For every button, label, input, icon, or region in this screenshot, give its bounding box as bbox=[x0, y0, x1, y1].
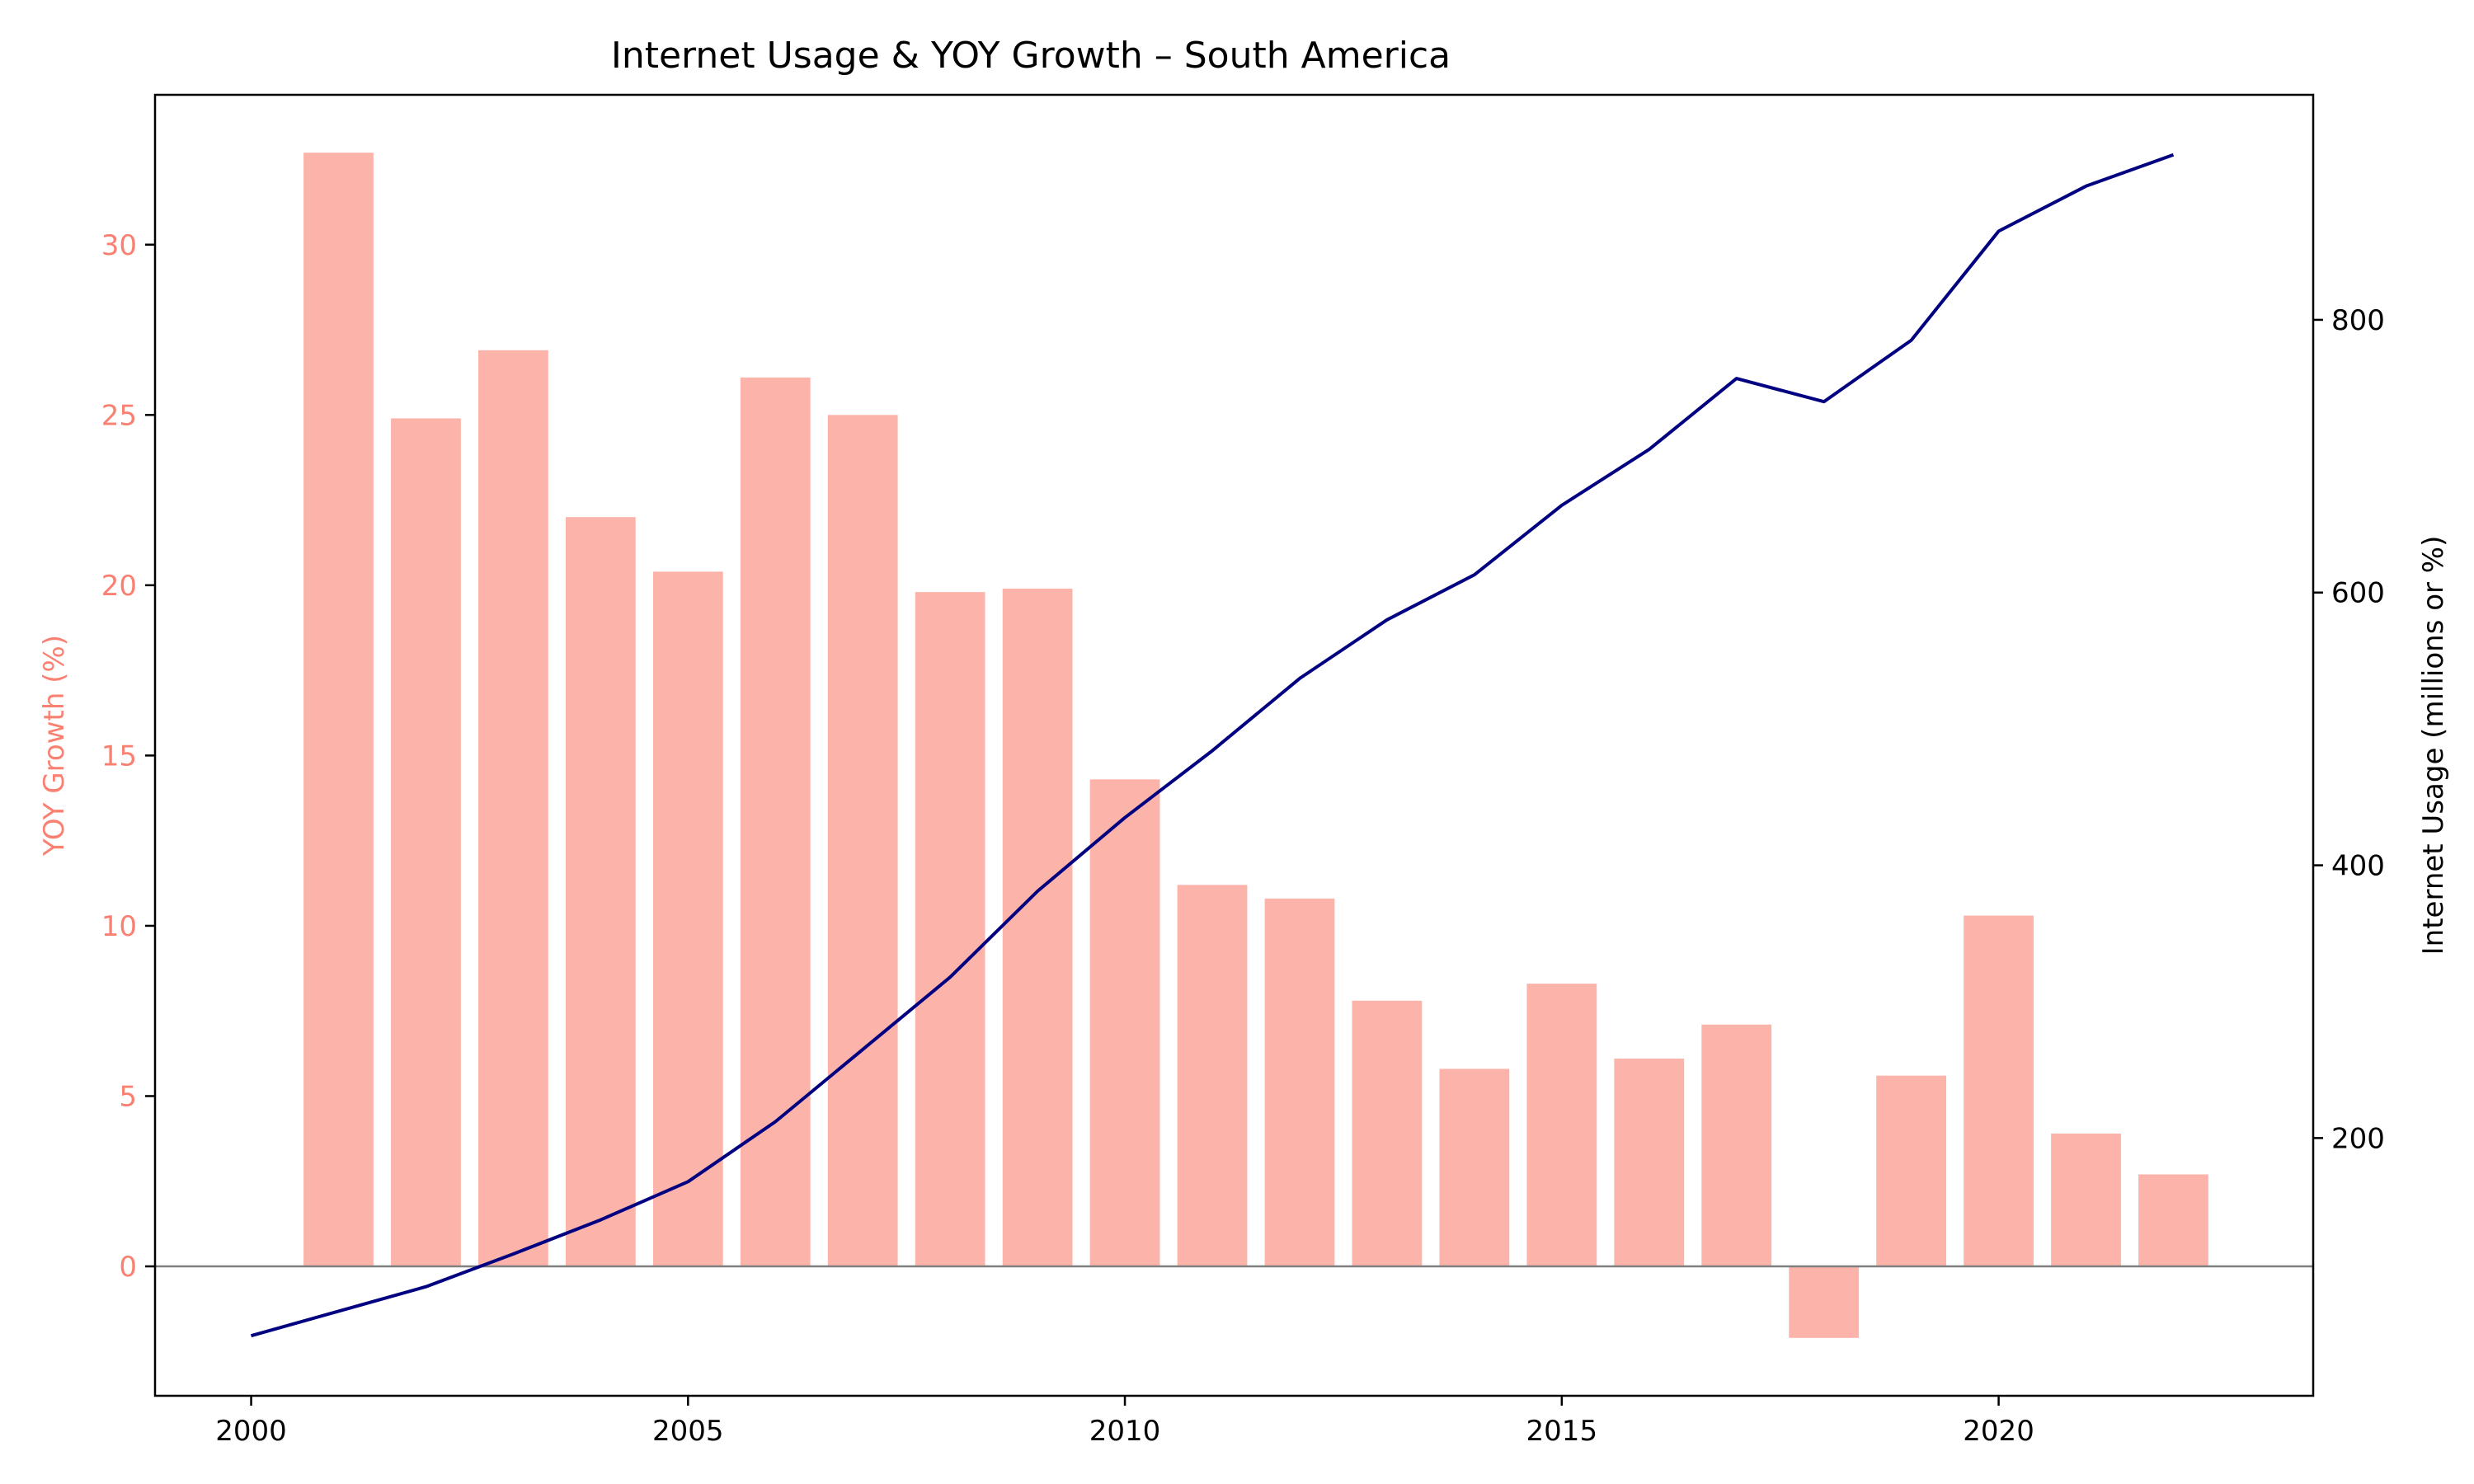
y-right-tick-label-600: 600 bbox=[2331, 577, 2385, 610]
y-axis-left: 0 5 10 15 20 25 30 bbox=[101, 229, 155, 1284]
bar-2015 bbox=[1526, 984, 1597, 1267]
bar-2008 bbox=[915, 592, 985, 1267]
y-axis-left-title: YOY Growth (%) bbox=[38, 635, 71, 857]
x-tick-label-2000: 2000 bbox=[215, 1415, 287, 1448]
bars-layer bbox=[303, 153, 2208, 1338]
y-axis-right-title: Internet Usage (millions or %) bbox=[2417, 536, 2450, 956]
bar-2016 bbox=[1614, 1059, 1685, 1267]
bar-2007 bbox=[827, 415, 898, 1267]
usage-line bbox=[250, 153, 2175, 1338]
x-tick-label-2010: 2010 bbox=[1089, 1415, 1161, 1448]
y-left-tick-label-20: 20 bbox=[101, 570, 137, 603]
bar-2018 bbox=[1789, 1266, 1860, 1338]
x-tick-label-2015: 2015 bbox=[1526, 1415, 1598, 1448]
bar-2001 bbox=[303, 153, 374, 1267]
y-left-tick-label-0: 0 bbox=[119, 1251, 137, 1284]
bar-2005 bbox=[652, 571, 723, 1267]
chart-title: Internet Usage & YOY Growth – South Amer… bbox=[611, 35, 1451, 77]
plot-frame bbox=[153, 93, 2315, 1397]
x-axis: 2000 2005 2010 2015 2020 bbox=[215, 1396, 2034, 1448]
bar-2012 bbox=[1264, 898, 1335, 1267]
y-left-tick-label-5: 5 bbox=[119, 1080, 137, 1113]
x-tick-label-2020: 2020 bbox=[1963, 1415, 2034, 1448]
y-right-tick-label-200: 200 bbox=[2331, 1122, 2385, 1155]
y-right-tick-label-400: 400 bbox=[2331, 850, 2385, 883]
bar-2010 bbox=[1089, 779, 1160, 1267]
bar-2017 bbox=[1701, 1024, 1772, 1267]
bar-2002 bbox=[391, 418, 461, 1267]
y-right-tick-label-800: 800 bbox=[2331, 304, 2385, 337]
bar-2003 bbox=[478, 350, 548, 1267]
bar-2009 bbox=[1002, 588, 1073, 1267]
bar-2013 bbox=[1352, 1000, 1423, 1267]
y-left-tick-label-30: 30 bbox=[101, 229, 137, 262]
y-axis-right: 200 400 600 800 bbox=[2313, 304, 2385, 1155]
bar-2004 bbox=[565, 517, 636, 1267]
y-left-tick-label-15: 15 bbox=[101, 740, 137, 773]
bar-2006 bbox=[740, 377, 811, 1267]
y-left-tick-label-10: 10 bbox=[101, 910, 137, 943]
bar-2014 bbox=[1439, 1068, 1510, 1267]
bar-2022 bbox=[2138, 1174, 2208, 1267]
bar-2020 bbox=[1964, 915, 2034, 1267]
bar-2019 bbox=[1876, 1075, 1947, 1267]
x-tick-label-2005: 2005 bbox=[652, 1415, 724, 1448]
line-layer bbox=[250, 153, 2175, 1338]
bar-2021 bbox=[2051, 1133, 2121, 1267]
y-left-tick-label-25: 25 bbox=[101, 399, 137, 432]
bar-2011 bbox=[1177, 885, 1248, 1267]
